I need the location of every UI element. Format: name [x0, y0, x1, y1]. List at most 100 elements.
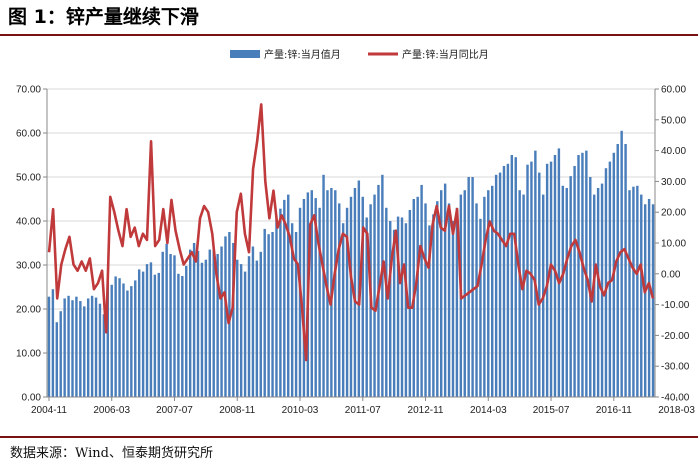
bar	[447, 203, 451, 397]
left-tick-label: 60.00	[16, 129, 41, 140]
bar	[526, 164, 529, 397]
bar	[373, 194, 376, 397]
bar	[130, 286, 133, 397]
bar	[243, 271, 247, 397]
bar	[118, 278, 121, 397]
bar-series	[47, 130, 655, 398]
left-axis-ticks: 0.00 10.00 20.00 30.00 40.00 50.00 60.00 70.00	[16, 85, 41, 404]
bar	[616, 144, 619, 397]
bar	[573, 166, 576, 397]
bar	[102, 314, 106, 397]
bar	[647, 199, 651, 397]
bar	[440, 190, 443, 397]
bar	[518, 190, 521, 397]
bar	[502, 166, 506, 397]
bar	[487, 190, 490, 397]
bar	[181, 276, 184, 397]
bar	[283, 199, 286, 397]
bar	[149, 262, 153, 397]
data-source: 数据来源：Wind、恒泰期货研究所	[10, 446, 213, 461]
left-tick-label: 50.00	[16, 173, 41, 184]
bar	[114, 276, 117, 397]
bar	[620, 130, 623, 398]
bar	[298, 207, 302, 397]
bar	[110, 284, 113, 397]
bar	[200, 262, 204, 397]
bar	[192, 243, 196, 397]
bar	[47, 296, 51, 397]
bar	[204, 259, 208, 397]
bar	[349, 196, 353, 397]
x-axis-ticks: 2004-11 2006-03 2007-07 2008-11 2010-03 2011-…	[31, 405, 695, 416]
bar	[443, 183, 447, 397]
bar	[185, 265, 188, 397]
left-tick-label: 0.00	[22, 393, 42, 404]
bar	[510, 155, 514, 397]
bar	[498, 172, 502, 397]
bar	[126, 290, 129, 397]
bar	[212, 247, 215, 397]
bar	[63, 298, 66, 397]
bar	[267, 234, 270, 397]
right-tick-label: 40.00	[661, 146, 686, 157]
bar	[106, 282, 110, 397]
bar	[561, 185, 565, 397]
bar	[287, 194, 290, 397]
bar	[208, 249, 211, 397]
bar	[353, 188, 357, 397]
bar	[216, 254, 219, 397]
left-tick-label: 70.00	[16, 85, 41, 96]
bar	[557, 148, 561, 397]
bar	[475, 203, 478, 397]
bar	[314, 198, 317, 397]
bar	[596, 188, 600, 397]
chart-title: 图 1：锌产量继续下滑	[8, 6, 199, 28]
bar	[624, 144, 627, 397]
bar	[51, 289, 55, 397]
bar	[122, 283, 125, 397]
bar	[157, 272, 161, 397]
bar	[408, 210, 412, 397]
left-tick-label: 20.00	[16, 305, 41, 316]
right-tick-label: 20.00	[661, 208, 686, 219]
bar	[428, 225, 431, 397]
axes	[43, 88, 678, 401]
bar	[628, 190, 631, 397]
bar	[275, 218, 278, 397]
bar	[271, 232, 274, 397]
bar	[483, 196, 486, 397]
bar	[436, 201, 439, 397]
bar	[67, 295, 70, 397]
bar	[86, 298, 90, 397]
bar	[75, 296, 78, 397]
bar	[479, 218, 482, 397]
bar	[263, 228, 266, 397]
title-rule	[0, 34, 698, 36]
bar	[396, 216, 400, 397]
bar	[636, 185, 639, 397]
bar	[608, 161, 612, 397]
bar	[59, 311, 62, 397]
x-tick-label: 2006-03	[93, 405, 130, 416]
right-tick-label: -40.00	[661, 393, 690, 404]
right-tick-label: -30.00	[661, 362, 690, 373]
bar	[310, 190, 313, 397]
bar	[420, 184, 423, 397]
bar	[55, 322, 59, 397]
line-series	[47, 103, 655, 362]
bar	[581, 152, 584, 397]
bar	[455, 207, 459, 397]
right-axis-ticks: -40.00 -30.00 -20.00 -10.00 0.00 10.00 20.00 30…	[661, 85, 690, 404]
bar	[145, 264, 149, 397]
x-tick-label: 2007-07	[156, 405, 193, 416]
bar	[604, 168, 608, 397]
left-tick-label: 10.00	[16, 349, 41, 360]
bar	[279, 208, 282, 397]
x-tick-label: 2010-03	[282, 405, 319, 416]
bar	[239, 264, 243, 397]
legend-line-label: 产量:锌:当月同比月	[402, 48, 489, 61]
bar	[98, 303, 102, 397]
bar	[338, 203, 341, 397]
bar	[424, 203, 427, 397]
bar	[251, 246, 255, 397]
